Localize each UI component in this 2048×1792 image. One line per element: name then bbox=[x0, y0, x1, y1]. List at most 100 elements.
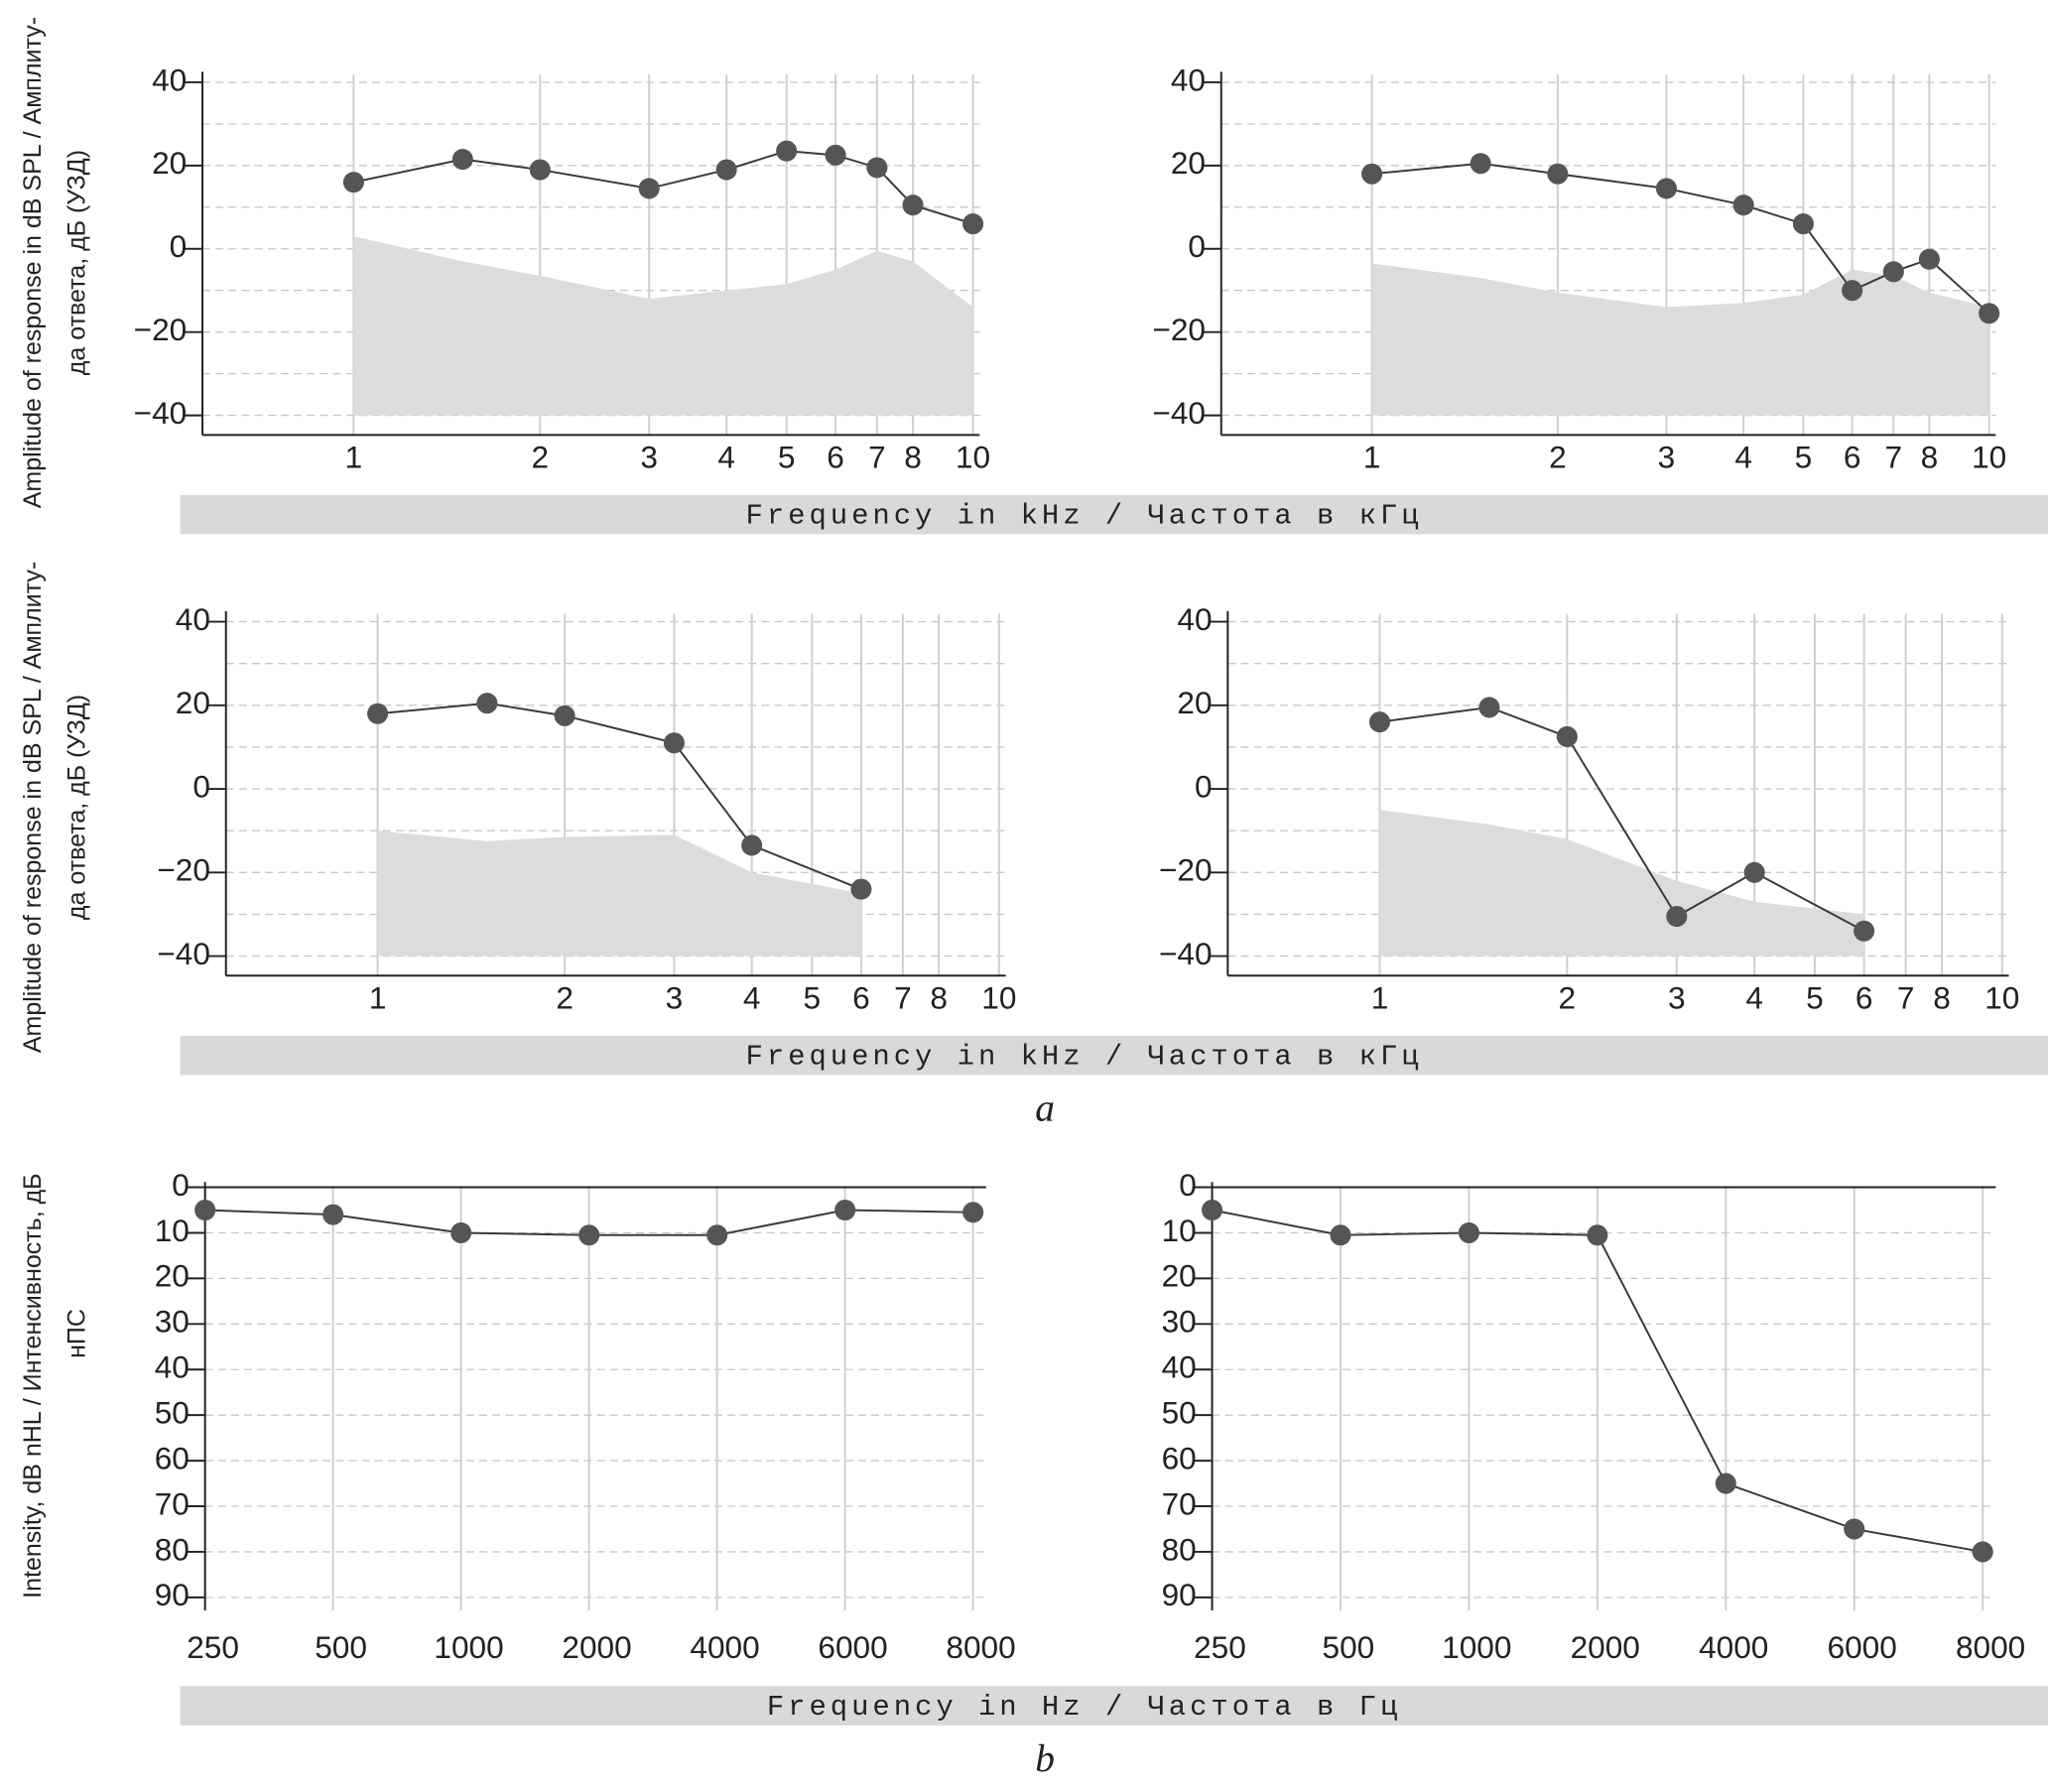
y-tick-label: 90 bbox=[1162, 1577, 1197, 1612]
point bbox=[1587, 1224, 1608, 1246]
point bbox=[1361, 163, 1383, 185]
x-tick-label: 4 bbox=[717, 440, 735, 475]
x-tick-label: 2 bbox=[532, 440, 550, 475]
point bbox=[529, 159, 551, 181]
x-tick-label: 3 bbox=[640, 440, 658, 475]
x-tick-label: 3 bbox=[666, 980, 684, 1016]
x-tick-label: 7 bbox=[868, 440, 886, 475]
x-label-band bbox=[180, 1035, 2048, 1076]
point bbox=[741, 834, 763, 856]
x-tick-label: 6000 bbox=[818, 1629, 887, 1665]
y-tick-label: 20 bbox=[1162, 1258, 1197, 1294]
x-tick-label: 1000 bbox=[1442, 1629, 1511, 1665]
point bbox=[322, 1204, 344, 1225]
y-tick-label: 30 bbox=[155, 1304, 190, 1340]
line bbox=[377, 702, 862, 891]
x-tick-label: 6000 bbox=[1828, 1629, 1897, 1665]
x-tick-label: 10 bbox=[956, 440, 990, 475]
point bbox=[1743, 861, 1765, 883]
point bbox=[1854, 920, 1875, 942]
y-tick-label: 20 bbox=[1177, 685, 1212, 720]
x-tick-label: 10 bbox=[981, 980, 1016, 1016]
y-tick-label: 40 bbox=[176, 601, 210, 637]
x-tick-label: 1 bbox=[369, 980, 387, 1016]
point bbox=[1478, 697, 1500, 718]
y-tick-label: 20 bbox=[176, 685, 210, 720]
x-axis-label: Frequency in Hz / Частота в Гц bbox=[767, 1691, 1401, 1724]
point bbox=[1842, 280, 1863, 302]
point bbox=[1715, 1472, 1736, 1494]
y-tick-label: −20 bbox=[1152, 312, 1206, 347]
y-tick-label: 0 bbox=[192, 768, 210, 804]
x-tick-label: 6 bbox=[852, 980, 870, 1016]
point bbox=[578, 1224, 600, 1246]
x-label-band bbox=[180, 494, 2048, 535]
point bbox=[706, 1224, 728, 1246]
x-tick-label: 2 bbox=[1559, 980, 1577, 1016]
line bbox=[1371, 162, 1990, 315]
point bbox=[962, 1202, 984, 1223]
point bbox=[194, 1199, 216, 1221]
x-tick-label: 5 bbox=[1806, 980, 1824, 1016]
x-tick-label: 8 bbox=[1921, 440, 1939, 475]
y-tick-label: 0 bbox=[172, 1167, 190, 1203]
point bbox=[451, 149, 473, 171]
y-tick-label: 20 bbox=[155, 1258, 190, 1294]
point bbox=[1368, 711, 1391, 733]
point bbox=[850, 878, 872, 900]
y-tick-label: 40 bbox=[1162, 1349, 1197, 1385]
point bbox=[476, 693, 498, 714]
y-tick-label: 20 bbox=[152, 145, 187, 181]
y-tick-label: 40 bbox=[1171, 62, 1206, 97]
x-tick-label: 3 bbox=[1658, 440, 1676, 475]
x-tick-label: 5 bbox=[1795, 440, 1813, 475]
x-tick-label: 10 bbox=[1972, 440, 2006, 475]
point bbox=[1666, 906, 1688, 928]
y-tick-label: 0 bbox=[1195, 768, 1213, 804]
x-tick-label: 2 bbox=[1549, 440, 1567, 475]
y-tick-label: 70 bbox=[155, 1485, 190, 1521]
y-tick-label: 50 bbox=[1162, 1395, 1197, 1431]
y-tick-label: 70 bbox=[1162, 1485, 1197, 1521]
x-tick-label: 1 bbox=[1371, 980, 1389, 1016]
x-tick-label: 250 bbox=[187, 1629, 239, 1665]
y-tick-label: 40 bbox=[1177, 601, 1212, 637]
noise-area bbox=[1371, 263, 1989, 416]
point bbox=[450, 1221, 472, 1243]
x-tick-label: 10 bbox=[1984, 980, 2019, 1016]
x-tick-label: 7 bbox=[1897, 980, 1915, 1016]
noise-area bbox=[1379, 810, 1864, 957]
point bbox=[554, 704, 576, 726]
point bbox=[1458, 1221, 1479, 1243]
x-tick-label: 250 bbox=[1194, 1629, 1246, 1665]
point bbox=[962, 213, 984, 235]
noise-area bbox=[353, 236, 973, 416]
point bbox=[834, 1199, 856, 1221]
point bbox=[342, 172, 364, 193]
point bbox=[1202, 1199, 1223, 1221]
point bbox=[825, 144, 846, 166]
y-tick-label: 10 bbox=[1162, 1213, 1197, 1248]
x-tick-label: 8 bbox=[1933, 980, 1951, 1016]
y-axis-label: Amplitude of response in dB SPL / Амплит… bbox=[19, 17, 47, 508]
point bbox=[367, 703, 389, 724]
point bbox=[715, 159, 737, 181]
x-label-band bbox=[180, 1686, 2048, 1726]
x-tick-label: 1000 bbox=[434, 1629, 503, 1665]
point bbox=[1732, 194, 1754, 216]
y-tick-label: 0 bbox=[1179, 1167, 1197, 1203]
x-tick-label: 7 bbox=[894, 980, 912, 1016]
line bbox=[353, 150, 973, 225]
x-tick-label: 8000 bbox=[1956, 1629, 2025, 1665]
x-axis-label: Frequency in kHz / Частота в кГц bbox=[746, 1041, 1423, 1074]
y-tick-label: 60 bbox=[155, 1440, 190, 1475]
x-tick-label: 3 bbox=[1668, 980, 1686, 1016]
point bbox=[1972, 1541, 1993, 1563]
x-tick-label: 1 bbox=[345, 440, 363, 475]
y-tick-label: −40 bbox=[157, 936, 210, 971]
x-tick-label: 500 bbox=[1323, 1629, 1375, 1665]
point bbox=[663, 732, 685, 754]
point bbox=[1330, 1224, 1351, 1246]
y-tick-label: −20 bbox=[157, 852, 210, 888]
